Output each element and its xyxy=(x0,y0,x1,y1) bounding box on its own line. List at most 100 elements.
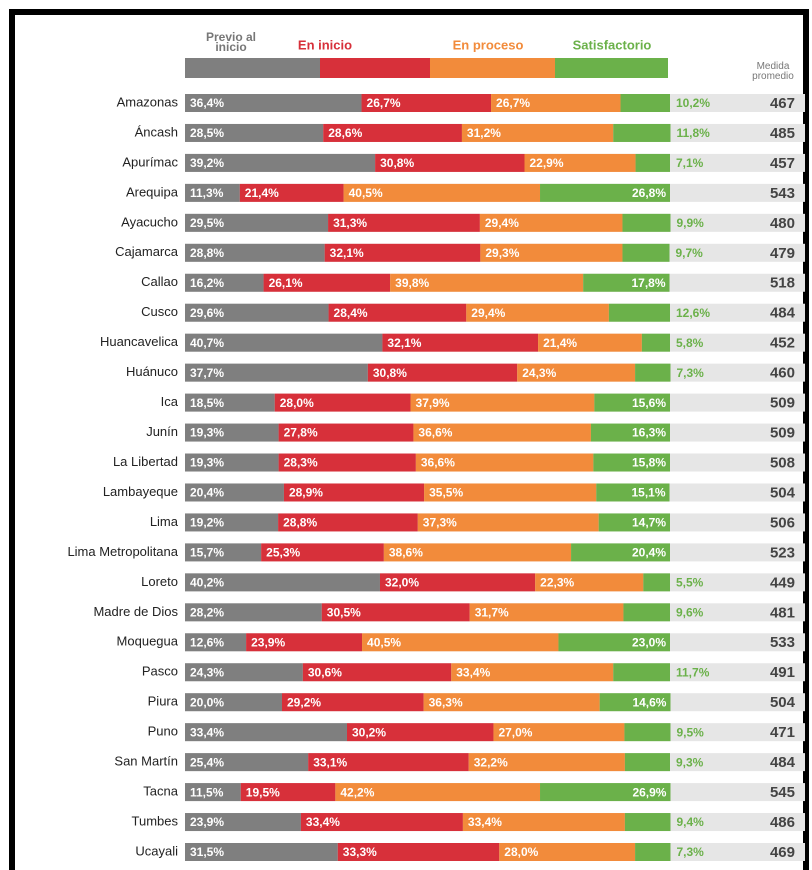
category-label: Piura xyxy=(148,694,179,709)
value-label: 9,5% xyxy=(676,725,704,739)
value-label: 37,3% xyxy=(423,516,457,530)
average-value: 504 xyxy=(770,694,796,711)
average-value: 509 xyxy=(770,395,795,412)
category-label: Junín xyxy=(146,424,178,439)
bar-segment xyxy=(635,843,671,861)
bar-segment xyxy=(361,94,492,112)
bar-segment xyxy=(343,183,541,202)
bar-segment xyxy=(263,273,391,292)
bar-segment xyxy=(613,123,671,142)
value-label: 30,8% xyxy=(380,156,414,170)
value-label: 37,7% xyxy=(190,366,224,380)
value-label: 38,6% xyxy=(389,546,423,560)
value-label: 36,4% xyxy=(190,96,224,110)
category-label: Puno xyxy=(148,724,178,739)
average-value: 449 xyxy=(770,574,795,591)
bar-segment xyxy=(337,843,500,861)
value-label: 30,6% xyxy=(308,665,342,679)
average-value: 518 xyxy=(770,275,795,292)
value-label: 27,8% xyxy=(284,426,318,440)
average-value: 543 xyxy=(770,185,795,202)
bar-segment xyxy=(491,94,621,112)
value-label: 9,7% xyxy=(676,246,704,260)
value-label: 14,7% xyxy=(632,516,666,530)
value-label: 21,4% xyxy=(543,336,577,350)
average-value: 452 xyxy=(770,335,795,352)
value-label: 33,1% xyxy=(313,755,347,769)
value-label: 19,3% xyxy=(190,426,224,440)
average-value: 486 xyxy=(770,814,795,831)
bar-segment xyxy=(185,693,282,712)
bar-segment xyxy=(321,603,470,622)
value-label: 33,3% xyxy=(343,845,377,859)
bar-segment xyxy=(346,723,494,742)
bar-segment xyxy=(308,753,469,772)
category-label: Arequipa xyxy=(126,184,179,199)
bar-segment xyxy=(623,603,670,622)
value-label: 33,4% xyxy=(456,665,490,679)
legend-label: Satisfactorio xyxy=(573,37,652,52)
value-label: 9,4% xyxy=(676,815,704,829)
value-label: 36,6% xyxy=(418,426,452,440)
bar-segment xyxy=(466,303,609,322)
bar-segment xyxy=(538,333,642,352)
value-label: 30,5% xyxy=(327,605,361,619)
value-label: 20,4% xyxy=(190,486,224,500)
average-value: 457 xyxy=(770,155,795,172)
bar-segment xyxy=(185,543,262,562)
value-label: 33,4% xyxy=(468,815,502,829)
category-label: Huánuco xyxy=(126,364,178,379)
bar-segment xyxy=(185,783,241,802)
category-label: Amazonas xyxy=(117,94,179,109)
bar-segment xyxy=(300,813,463,832)
category-label: Huancavelica xyxy=(100,334,179,349)
value-label: 26,1% xyxy=(269,276,303,290)
value-label: 40,5% xyxy=(349,186,383,200)
value-label: 28,5% xyxy=(190,126,224,140)
bar-segment xyxy=(185,513,279,532)
value-label: 36,6% xyxy=(421,456,455,470)
bar-segment xyxy=(302,663,452,682)
bar-segment xyxy=(622,243,670,262)
average-value: 506 xyxy=(770,514,795,531)
value-label: 26,7% xyxy=(496,96,530,110)
bar-segment xyxy=(261,543,384,562)
value-label: 21,4% xyxy=(245,186,279,200)
bar-segment xyxy=(185,303,329,322)
bar-segment xyxy=(558,633,670,652)
value-label: 32,2% xyxy=(474,755,508,769)
bar-segment xyxy=(185,423,279,442)
bar-segment xyxy=(185,183,240,202)
value-label: 7,1% xyxy=(676,156,704,170)
value-label: 19,5% xyxy=(246,785,280,799)
average-value: 467 xyxy=(770,95,795,112)
value-label: 42,2% xyxy=(340,785,374,799)
bar-segment xyxy=(274,393,411,412)
value-label: 25,4% xyxy=(190,755,224,769)
value-label: 31,7% xyxy=(475,605,509,619)
value-label: 24,3% xyxy=(522,366,556,380)
bar-segment xyxy=(239,183,344,202)
value-label: 16,3% xyxy=(632,426,666,440)
value-label: 26,7% xyxy=(367,96,401,110)
average-value: 545 xyxy=(770,784,795,801)
category-label: Madre de Dios xyxy=(93,604,178,619)
bar-segment xyxy=(413,423,591,442)
legend-swatch xyxy=(555,58,668,78)
bar-segment xyxy=(185,603,322,622)
value-label: 11,5% xyxy=(190,785,224,799)
category-label: Tumbes xyxy=(132,813,179,828)
value-label: 7,3% xyxy=(676,366,704,380)
bar-segment xyxy=(185,843,338,861)
bar-segment xyxy=(583,273,670,292)
value-label: 22,9% xyxy=(530,156,564,170)
value-label: 28,9% xyxy=(289,486,323,500)
bar-segment xyxy=(524,153,636,172)
value-label: 14,6% xyxy=(632,695,666,709)
bar-segment xyxy=(323,123,462,142)
bar-segment xyxy=(424,483,597,502)
value-label: 33,4% xyxy=(306,815,340,829)
bar-segment xyxy=(468,753,625,772)
value-label: 26,9% xyxy=(632,785,666,799)
